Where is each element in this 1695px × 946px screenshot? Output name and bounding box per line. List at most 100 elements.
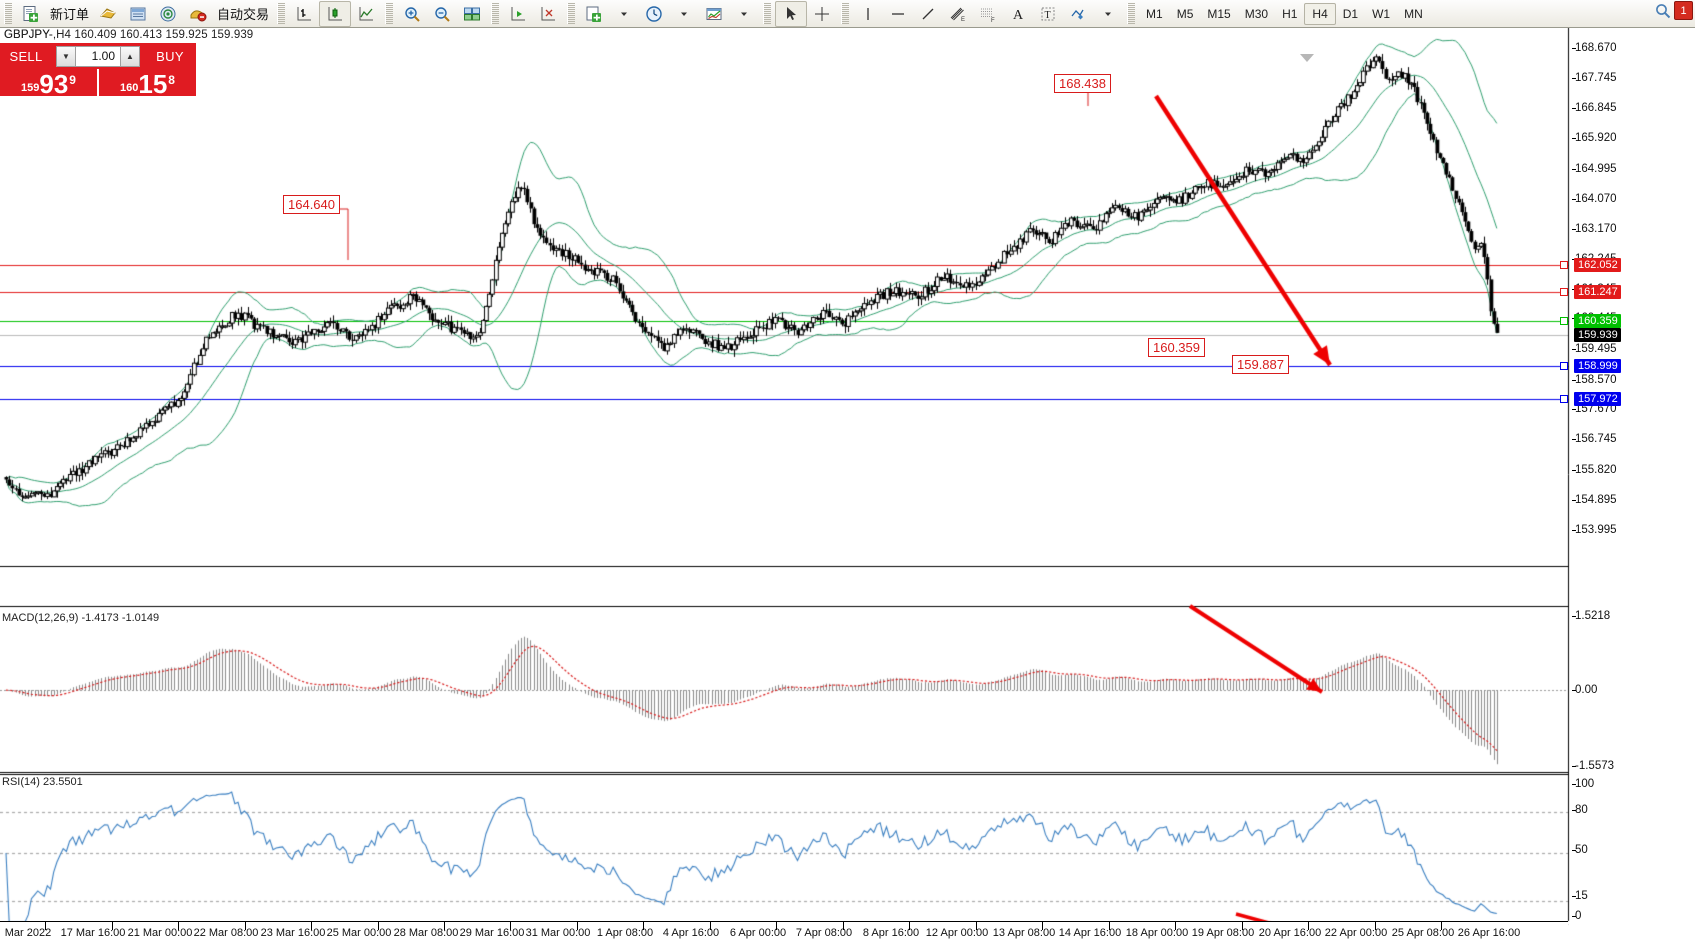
timeframe-m15[interactable]: M15 [1207, 6, 1231, 21]
tile-windows-icon[interactable] [457, 2, 487, 26]
time-axis-tick: 4 Apr 16:00 [662, 927, 720, 939]
text-icon[interactable]: A [1003, 2, 1033, 26]
price-level-tag[interactable]: 158.999 [1574, 358, 1621, 373]
swing-high-annotation[interactable]: 168.438 [1054, 74, 1111, 93]
buy-price-display[interactable]: 160 15 8 [99, 69, 196, 97]
timeframe-w1[interactable]: W1 [1372, 6, 1391, 21]
shift-end-icon[interactable] [503, 2, 533, 26]
price-level-tag[interactable]: 157.972 [1574, 392, 1621, 407]
timeframe-h1[interactable]: H1 [1282, 6, 1298, 21]
price-axis-tick: 15 [1572, 890, 1588, 902]
sell-button[interactable]: SELL [9, 48, 43, 64]
timeframe-h4[interactable]: H4 [1304, 2, 1336, 25]
zoom-out-icon[interactable] [427, 2, 457, 26]
time-axis-tick: 19 Apr 08:00 [1191, 927, 1255, 939]
add-indicator-icon[interactable] [579, 2, 609, 26]
time-axis-tick: 25 Apr 08:00 [1391, 927, 1455, 939]
chevron-down-icon[interactable] [609, 2, 639, 26]
price-level-tag[interactable]: 159.939 [1574, 327, 1621, 342]
price-level-tag[interactable]: 160.359 [1574, 313, 1621, 328]
fibonacci-icon[interactable]: F [973, 2, 1003, 26]
scroll-up-indicator[interactable] [1300, 54, 1314, 62]
timeframe-m1[interactable]: M1 [1146, 6, 1163, 21]
new-order-label[interactable]: 新订单 [50, 7, 90, 22]
zoom-in-icon[interactable] [397, 2, 427, 26]
toolbar-grip[interactable] [4, 3, 12, 24]
hline-icon[interactable] [883, 2, 913, 26]
swing-high-annotation-2[interactable]: 164.640 [283, 195, 340, 214]
chevron-down-icon-4[interactable] [1093, 2, 1123, 26]
vline-icon[interactable] [853, 2, 883, 26]
chevron-down-icon-2[interactable] [669, 2, 699, 26]
toolbar-separator-2 [385, 3, 394, 24]
period-icon[interactable] [639, 2, 669, 26]
price-level-handle[interactable] [1560, 287, 1568, 296]
volume-stepper[interactable]: ▼ 1.00 ▲ [52, 43, 144, 69]
time-axis-tick: 7 Apr 08:00 [795, 927, 853, 939]
time-axis-tick: 14 Apr 16:00 [1058, 927, 1122, 939]
timeframe-mn[interactable]: MN [1404, 6, 1423, 21]
time-axis-separator [378, 921, 379, 930]
price-axis-tick: 153.995 [1572, 524, 1617, 536]
price-level-tag[interactable]: 161.247 [1574, 284, 1621, 299]
cursor-icon[interactable] [775, 0, 808, 27]
timeframe-d1[interactable]: D1 [1342, 6, 1359, 21]
price-axis-rsi[interactable]: 100 80 50 15 0 [1569, 28, 1695, 945]
timeframe-m5[interactable]: M5 [1176, 6, 1194, 21]
one-click-trading-panel[interactable]: SELL ▼ 1.00 ▲ BUY 159 93 9 160 15 8 [0, 43, 196, 97]
time-axis-tick: 22 Apr 00:00 [1324, 927, 1388, 939]
price-level-handle[interactable] [1560, 316, 1568, 325]
new-order-icon[interactable] [16, 2, 46, 26]
chart-canvas[interactable] [0, 28, 1695, 945]
bar-chart-icon[interactable] [289, 2, 319, 26]
timeframe-m30[interactable]: M30 [1244, 6, 1269, 21]
auto-scroll-icon[interactable] [533, 2, 563, 26]
price-axis-tick: 156.745 [1572, 433, 1617, 445]
sell-price-display[interactable]: 159 93 9 [0, 69, 97, 97]
text-label-icon[interactable]: T [1033, 2, 1063, 26]
time-axis-tick: 13 Apr 08:00 [992, 927, 1056, 939]
line-chart-icon[interactable] [351, 2, 381, 26]
time-axis-separator [245, 921, 246, 930]
time-axis[interactable]: Mar 2022 17 Mar 16:00 21 Mar 00:00 22 Mar 0… [0, 921, 1568, 946]
shapes-icon[interactable] [1063, 2, 1093, 26]
symbol-quote-line: GBPJPY- [4, 29, 53, 41]
chart-workspace[interactable]: GBPJPY- 168.670 167.745 166.845 165.920 164.… [0, 28, 1695, 946]
time-axis-separator [1109, 921, 1110, 930]
buy-button[interactable]: BUY [156, 48, 184, 64]
chevron-down-icon-3[interactable] [729, 2, 759, 26]
candlestick-icon[interactable] [319, 0, 352, 27]
search-icon[interactable] [1654, 2, 1671, 19]
trendline-icon[interactable] [913, 2, 943, 26]
time-axis-tick: 1 Apr 08:00 [596, 927, 654, 939]
time-axis-tick: 22 Mar 08:00 [193, 927, 259, 939]
volume-input[interactable]: 1.00 [76, 45, 120, 67]
volume-down-icon[interactable]: ▼ [56, 45, 76, 67]
volume-up-icon[interactable]: ▲ [120, 45, 140, 67]
market-watch-icon[interactable] [153, 2, 183, 26]
price-level-tag[interactable]: 162.052 [1574, 258, 1621, 273]
navigator-icon[interactable] [183, 2, 213, 26]
alert-badge[interactable]: 1 [1674, 1, 1693, 20]
crosshair-icon[interactable] [807, 2, 837, 26]
price-axis-tick: 0.00 [1572, 684, 1597, 696]
price-axis-tick: 0 [1572, 910, 1581, 922]
time-axis-separator [178, 921, 179, 930]
price-axis-macd[interactable]: 1.5218 0.00 -1.5573 [1569, 28, 1695, 945]
svg-text:F: F [991, 18, 995, 23]
templates-icon[interactable] [699, 2, 729, 26]
indicators-icon[interactable] [93, 2, 123, 26]
time-axis-tick: 31 Mar 00:00 [525, 927, 591, 939]
price-level-handle[interactable] [1560, 261, 1568, 270]
low-annotation[interactable]: 159.887 [1232, 355, 1289, 374]
data-window-icon[interactable] [123, 2, 153, 26]
time-axis-separator [1441, 921, 1442, 930]
price-axis-tick: 50 [1572, 844, 1588, 856]
auto-trading-label[interactable]: 自动交易 [217, 7, 270, 22]
price-axis-tick: 163.170 [1572, 223, 1617, 235]
price-level-handle[interactable] [1560, 395, 1568, 404]
target-annotation[interactable]: 160.359 [1148, 338, 1205, 357]
equidistant-channel-icon[interactable]: E [943, 2, 973, 26]
time-axis-tick: 17 Mar 16:00 [60, 927, 126, 939]
price-level-handle[interactable] [1560, 361, 1568, 370]
